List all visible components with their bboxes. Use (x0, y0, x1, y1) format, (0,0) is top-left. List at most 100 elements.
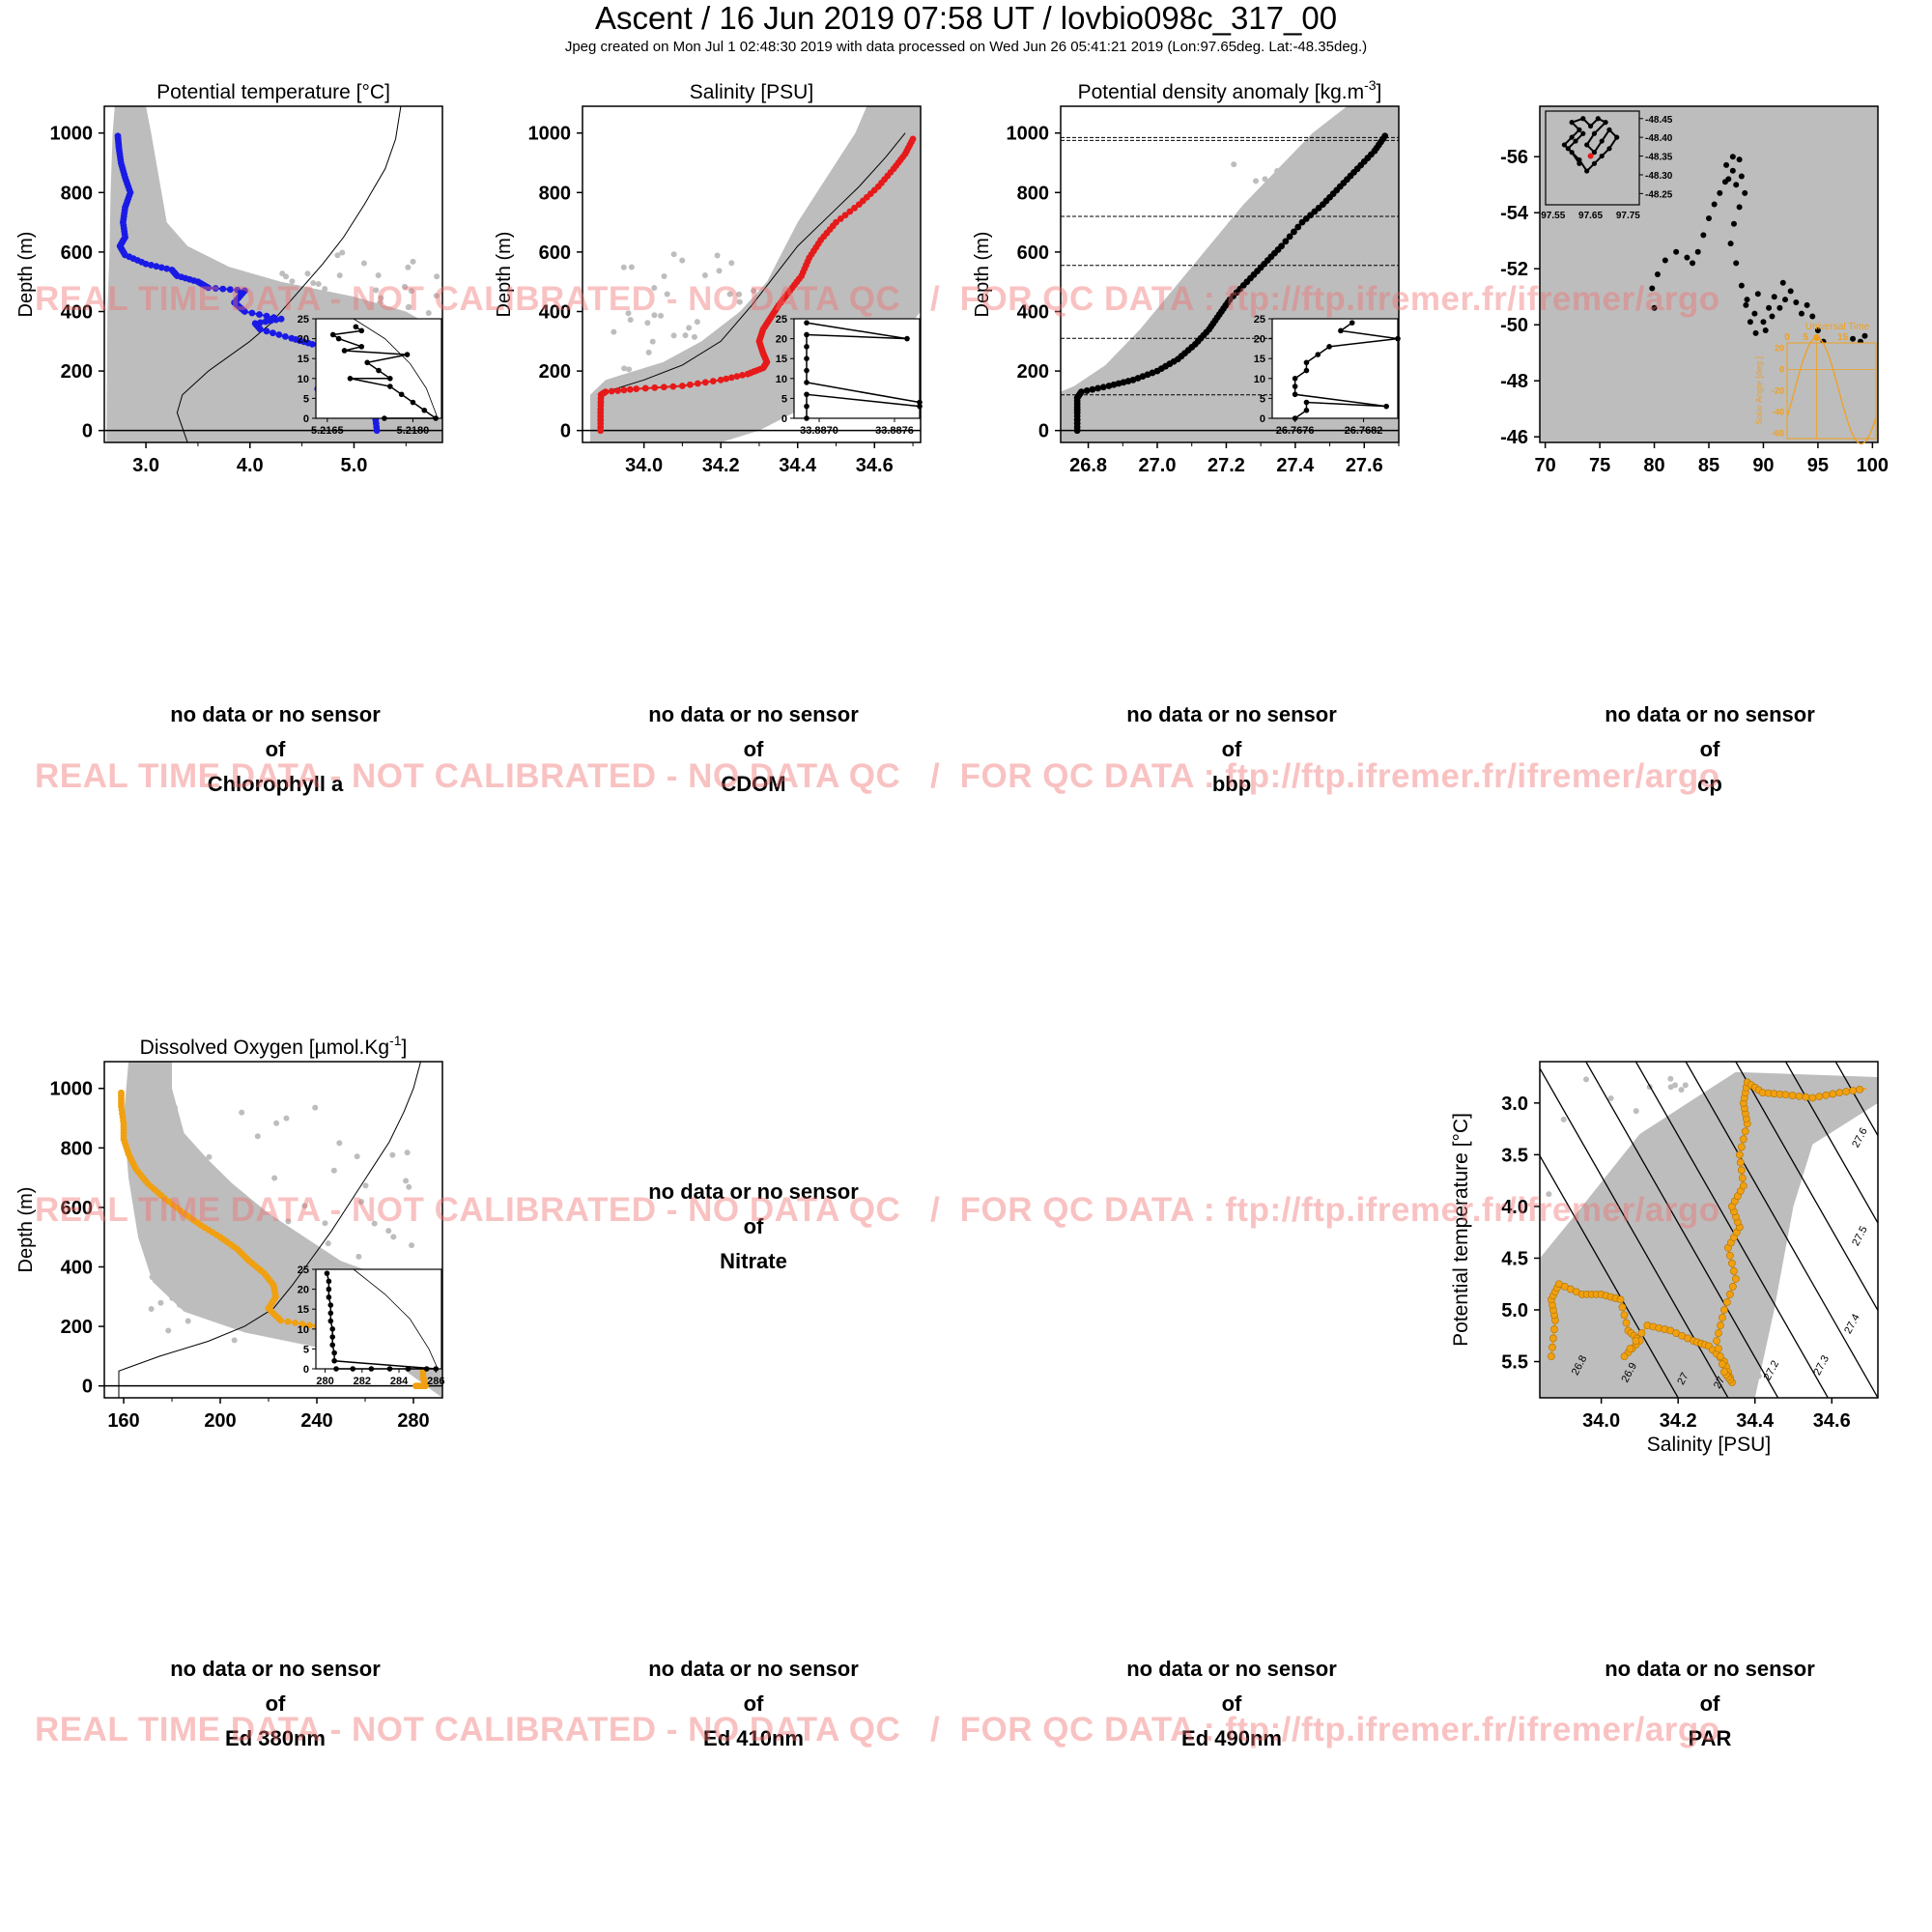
ts-point (1739, 1135, 1747, 1144)
inset-x-tick-label: 33.8876 (875, 425, 914, 437)
inset-point (804, 403, 810, 410)
climatology-point (1253, 178, 1260, 185)
inset-point (368, 1366, 375, 1372)
panel-title: Potential temperature [°C] (156, 81, 390, 103)
inset-x-tick-label: 5.2180 (397, 425, 430, 437)
y-tick-label: 600 (61, 242, 93, 264)
climatology-point (772, 347, 779, 354)
y-tick-label: 400 (1017, 301, 1049, 323)
inset-temp: 0 5 10 15 20 25 5.2165 5.2180 (298, 314, 442, 437)
ts-point (1731, 1274, 1740, 1283)
climatology-point (1640, 1346, 1647, 1352)
inset-position (1569, 120, 1575, 126)
float-position (1711, 201, 1718, 208)
inset-point (326, 1286, 332, 1293)
ts-point (1788, 1092, 1797, 1099)
inset-y-tick-label: 0 (303, 1364, 309, 1376)
climatology-point (1751, 1140, 1758, 1147)
ts-point (1738, 1174, 1747, 1182)
climatology-point (377, 299, 384, 306)
y-tick-label: 200 (61, 1317, 93, 1338)
profile-point (1278, 242, 1285, 250)
y-tick-label: 600 (61, 1198, 93, 1219)
y-tick-label: -52 (1500, 259, 1528, 280)
climatology-point (714, 252, 721, 259)
profile-point (620, 386, 628, 394)
climatology-point (176, 1301, 183, 1308)
climatology-point (1561, 1316, 1568, 1322)
inset-y-tick-label: 15 (298, 354, 309, 365)
climatology-point (312, 1104, 319, 1111)
inset-y-tick-label: 20 (1254, 334, 1265, 346)
inset-position (1584, 142, 1590, 148)
climatology-point (218, 1276, 225, 1283)
x-tick-label: 5.0 (341, 455, 368, 476)
solar-inset-title: Universal Time (1805, 322, 1870, 332)
ts-point (1829, 1090, 1837, 1098)
inset-y-tick-label: 0 (1260, 413, 1265, 425)
climatology-point (336, 1140, 343, 1147)
x-tick-label: 27.0 (1139, 455, 1177, 476)
profile-point (226, 286, 234, 294)
inset-point (1292, 376, 1298, 382)
climatology-point (358, 1199, 365, 1206)
profile-point (1083, 387, 1091, 394)
profile-point (837, 215, 844, 222)
inset-point (804, 331, 810, 338)
profile-point (733, 373, 741, 381)
nodata-par: no data or no sensor of PAR (1605, 1657, 1815, 1750)
inset-point (331, 1357, 337, 1364)
profile-point (248, 309, 256, 317)
isopycnal-line (1735, 1062, 1878, 1312)
climatology-point (1734, 1247, 1741, 1254)
climatology-point (1619, 1377, 1626, 1383)
y-tick-label: -50 (1500, 315, 1528, 336)
climatology-point (1679, 1349, 1686, 1355)
plot-frame (1060, 105, 1400, 443)
climatology-point (271, 1175, 278, 1181)
profile-point (1089, 385, 1096, 393)
ts-point (1735, 1151, 1744, 1159)
x-tick-label: 27.6 (1346, 455, 1383, 476)
ts-point (1737, 1166, 1746, 1175)
climatology-point (1719, 1172, 1726, 1179)
climatology-point (1339, 172, 1346, 179)
climatology-point (231, 1337, 238, 1344)
climatology-point (1617, 1220, 1624, 1227)
inset-position (1614, 134, 1620, 140)
isopycnal-line (1886, 1062, 1932, 1398)
inset-point (917, 399, 923, 406)
climatology-point (224, 1316, 231, 1322)
climatology-point (158, 1170, 165, 1177)
climatology-point (750, 288, 756, 295)
profile-point (608, 387, 615, 395)
x-tick-label: 80 (1643, 455, 1664, 476)
profile-point (1294, 223, 1302, 231)
inset-point (329, 1334, 336, 1340)
solar-y-tick-label: -40 (1772, 408, 1784, 417)
ts-point (1715, 1329, 1722, 1337)
climatology-point (1279, 185, 1286, 191)
climatology-point (283, 1115, 290, 1122)
y-tick-label: 4.5 (1501, 1248, 1528, 1269)
profile-point (1078, 388, 1085, 396)
climatology-point (322, 291, 328, 298)
ts-point (1781, 1091, 1790, 1099)
float-position (1787, 288, 1794, 295)
climatology-point (306, 349, 313, 355)
inset-x-tick-label: 26.7676 (1276, 425, 1315, 437)
inset-position (1569, 134, 1575, 140)
ts-point (1717, 1321, 1724, 1329)
climatology-point (1333, 227, 1340, 234)
climatology-point (626, 366, 633, 373)
y-axis-label: Potential temperature [°C] (1450, 1113, 1472, 1347)
inset-point (327, 1310, 334, 1317)
inset-x-tick-label: 97.65 (1578, 211, 1603, 221)
ts-point (1549, 1334, 1557, 1343)
inset-point (1303, 407, 1310, 413)
inset-y-tick-label: 25 (1254, 314, 1265, 326)
inset-point (410, 399, 416, 406)
climatology-point (1358, 254, 1365, 261)
